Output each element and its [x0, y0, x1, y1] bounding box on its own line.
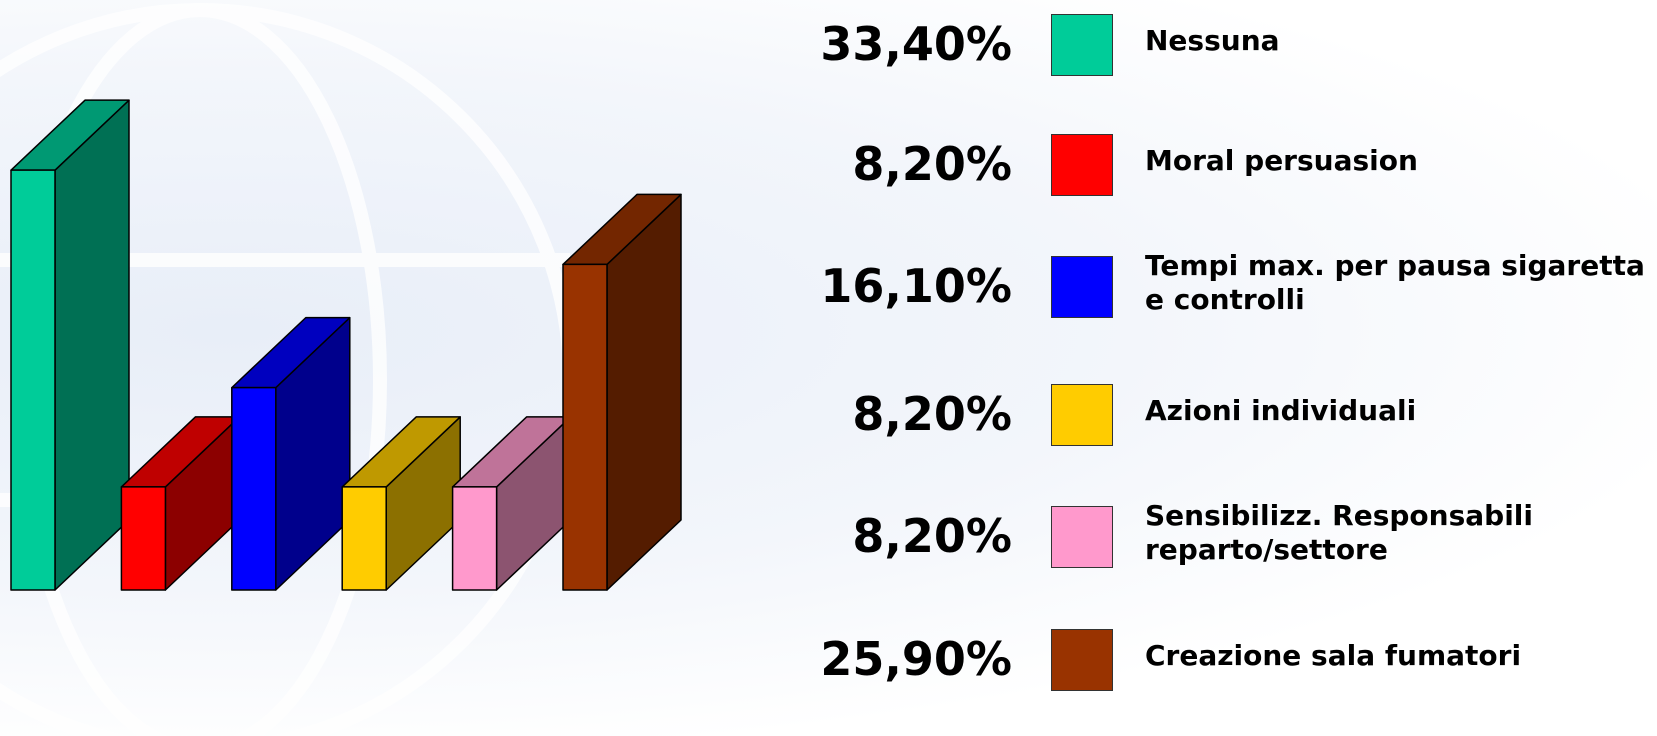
value-label: 16,10%: [820, 259, 1012, 313]
bar-side: [54, 99, 130, 591]
legend-swatch: [1051, 506, 1113, 568]
bar-front: [562, 263, 608, 591]
value-label: 8,20%: [852, 509, 1012, 563]
bar: [10, 99, 130, 591]
legend-swatch: [1051, 384, 1113, 446]
legend-label: Creazione sala fumatori: [1145, 639, 1522, 672]
value-label: 8,20%: [852, 137, 1012, 191]
bar-front: [10, 169, 56, 591]
legend-swatch: [1051, 134, 1113, 196]
bar-front: [451, 486, 498, 591]
value-label: 33,40%: [820, 17, 1012, 71]
legend-swatch: [1051, 256, 1113, 318]
chart: [0, 3, 682, 736]
legend-label: Sensibilizz. Responsabili reparto/settor…: [1145, 499, 1533, 566]
legend-label: Azioni individuali: [1145, 394, 1417, 427]
bar: [451, 416, 572, 591]
bar: [562, 193, 682, 591]
value-label: 25,90%: [820, 632, 1012, 686]
legend-label: Nessuna: [1145, 24, 1280, 57]
bar-front: [231, 386, 277, 591]
legend-label: Tempi max. per pausa sigaretta e control…: [1145, 249, 1645, 316]
bar-front: [341, 486, 387, 591]
bar: [231, 316, 351, 591]
value-label: 8,20%: [852, 387, 1012, 441]
legend-label: Moral persuasion: [1145, 144, 1418, 177]
bar: [341, 416, 461, 591]
bar-front: [120, 486, 167, 591]
bar: [120, 416, 241, 591]
legend-swatch: [1051, 14, 1113, 76]
legend-swatch: [1051, 629, 1113, 691]
